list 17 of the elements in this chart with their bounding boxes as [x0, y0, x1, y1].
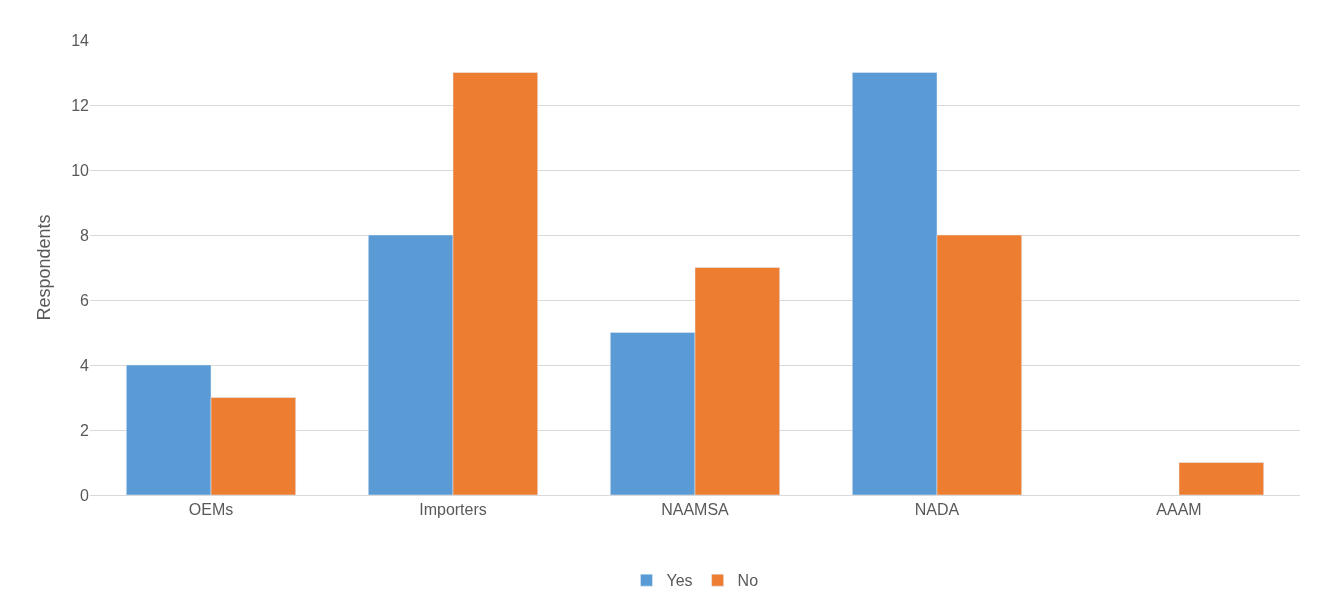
y-axis-title: Respondents: [34, 214, 55, 321]
bar: [1178, 462, 1264, 495]
y-tick-label: 10: [71, 161, 90, 179]
y-tick-label: 12: [71, 96, 90, 114]
x-tick-label: AAAM: [1156, 501, 1202, 519]
y-tick-label: 2: [80, 421, 90, 439]
x-tick-label: OEMs: [188, 501, 234, 519]
y-tick-label: 0: [80, 486, 90, 504]
x-tick-label: NAAMSA: [661, 501, 730, 519]
y-tick-label: 6: [80, 291, 90, 309]
legend-label: No: [737, 572, 759, 590]
y-tick-label: 4: [80, 356, 90, 374]
y-tick-label: 14: [71, 31, 90, 49]
x-tick-label: Importers: [419, 501, 487, 519]
x-tick-label: NADA: [914, 501, 960, 519]
legend-label: Yes: [666, 572, 693, 590]
y-tick-label: 8: [80, 226, 90, 244]
